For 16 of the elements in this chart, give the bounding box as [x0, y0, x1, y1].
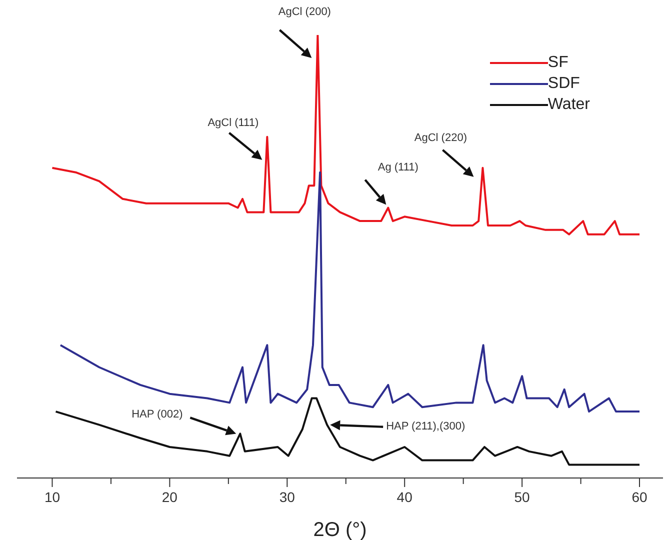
x-tick-label: 10 — [44, 489, 60, 505]
x-tick-label: 60 — [632, 489, 648, 505]
legend-label: SF — [548, 54, 568, 72]
x-tick-label: 30 — [279, 489, 296, 505]
annotation: Ag (111) — [378, 162, 418, 174]
annotation: AgCl (200) — [278, 6, 331, 18]
x-axis-title: 2Θ (°) — [313, 519, 367, 540]
annotation: AgCl (111) — [208, 116, 259, 129]
x-tick-label: 50 — [514, 489, 530, 505]
legend-label: SDF — [548, 74, 580, 92]
annotation: HAP (002) — [132, 408, 183, 421]
legend-label: Water — [548, 96, 590, 114]
x-tick-label: 20 — [162, 489, 178, 505]
annotation: HAP (211),(300) — [386, 420, 466, 433]
x-tick-label: 40 — [396, 489, 413, 505]
annotation: AgCl (220) — [414, 132, 467, 144]
